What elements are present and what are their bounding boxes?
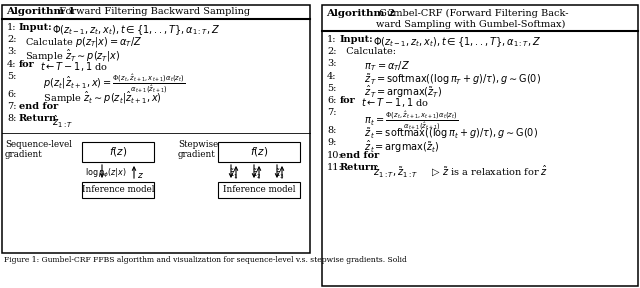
Text: 10:: 10: xyxy=(327,151,342,160)
Text: $f(z)$: $f(z)$ xyxy=(250,145,268,158)
Bar xyxy=(218,182,300,198)
Text: $\log p_\phi(z | x)$: $\log p_\phi(z | x)$ xyxy=(85,167,127,180)
Text: $\hat{z}_{1:T}, \tilde{z}_{1:T}$     $\triangleright$ $\tilde{z}$ is a relaxatio: $\hat{z}_{1:T}, \tilde{z}_{1:T}$ $\trian… xyxy=(367,163,548,179)
Text: $\tilde{z}_2$: $\tilde{z}_2$ xyxy=(252,168,261,181)
Bar xyxy=(218,142,300,162)
Text: Algorithm 2: Algorithm 2 xyxy=(326,9,396,18)
Text: Return: Return xyxy=(19,114,57,123)
Text: Return: Return xyxy=(340,163,378,172)
Bar xyxy=(322,5,638,286)
Text: Algorithm 1: Algorithm 1 xyxy=(6,7,76,16)
Text: ward Sampling with Gumbel-Softmax): ward Sampling with Gumbel-Softmax) xyxy=(376,19,565,29)
Text: $\tilde{z}_3$: $\tilde{z}_3$ xyxy=(275,168,284,181)
Text: $\hat{z}_{1:T}$: $\hat{z}_{1:T}$ xyxy=(46,114,74,130)
Text: Gumbel-CRF (Forward Filtering Back-: Gumbel-CRF (Forward Filtering Back- xyxy=(376,8,568,18)
Text: 4:: 4: xyxy=(327,72,337,81)
Bar xyxy=(2,5,310,253)
Text: end for: end for xyxy=(19,102,58,111)
Text: 5:: 5: xyxy=(327,84,337,93)
Text: 7:: 7: xyxy=(327,108,337,117)
Text: $f(z)$: $f(z)$ xyxy=(109,145,127,158)
Text: $t \leftarrow T-1, 1$ do: $t \leftarrow T-1, 1$ do xyxy=(355,96,429,109)
Text: 5:: 5: xyxy=(7,72,17,81)
Text: end for: end for xyxy=(340,151,380,160)
Text: $\Phi(z_{t-1}, z_t, x_t), t \in \{1,..,T\}, \alpha_{1:T}, Z$: $\Phi(z_{t-1}, z_t, x_t), t \in \{1,..,T… xyxy=(46,23,220,37)
Text: Figure 1: Gumbel-CRF FFBS algorithm and visualization for sequence-level v.s. st: Figure 1: Gumbel-CRF FFBS algorithm and … xyxy=(4,256,407,264)
Text: 7:: 7: xyxy=(7,102,17,111)
Text: $\pi_t = \frac{\Phi(z_t, \hat{z}_{t+1}, x_{t+1})\alpha_t(z_t)}{\alpha_{t+1}(\hat: $\pi_t = \frac{\Phi(z_t, \hat{z}_{t+1}, … xyxy=(340,108,458,132)
Text: $\hat{z}_T = \mathrm{argmax}(\tilde{z}_T)$: $\hat{z}_T = \mathrm{argmax}(\tilde{z}_T… xyxy=(340,84,442,100)
Text: Sequence-level
gradient: Sequence-level gradient xyxy=(5,140,72,159)
Text: 11:: 11: xyxy=(327,163,343,172)
Bar xyxy=(82,142,154,162)
Text: 8:: 8: xyxy=(7,114,17,123)
Text: 8:: 8: xyxy=(327,126,337,135)
Text: $\Phi(z_{t-1}, z_t, x_t), t \in \{1,..,T\}, \alpha_{1:T}, Z$: $\Phi(z_{t-1}, z_t, x_t), t \in \{1,..,T… xyxy=(367,35,541,49)
Text: $\tilde{z}_1$: $\tilde{z}_1$ xyxy=(229,168,238,181)
Text: 3:: 3: xyxy=(7,48,17,56)
Text: 9:: 9: xyxy=(327,139,337,147)
Text: for: for xyxy=(19,60,35,69)
Text: Sample $\hat{z}_t \sim p(z_t|\hat{z}_{t+1}, x)$: Sample $\hat{z}_t \sim p(z_t|\hat{z}_{t+… xyxy=(19,90,162,106)
Text: Calculate:: Calculate: xyxy=(340,47,396,56)
Text: $\hat{z}_t = \mathrm{argmax}(\tilde{z}_t)$: $\hat{z}_t = \mathrm{argmax}(\tilde{z}_t… xyxy=(340,139,439,155)
Text: Calculate $p(z_T|x) = \alpha_T/Z$: Calculate $p(z_T|x) = \alpha_T/Z$ xyxy=(19,35,143,49)
Text: Input:: Input: xyxy=(19,23,52,32)
Text: $\tilde{z}_T = \mathrm{softmax}((\log \pi_T + g)/\tau), g \sim \mathrm{G}(0)$: $\tilde{z}_T = \mathrm{softmax}((\log \p… xyxy=(340,72,541,87)
Text: Input:: Input: xyxy=(340,35,374,44)
Text: 4:: 4: xyxy=(7,60,17,69)
Text: Inference model: Inference model xyxy=(82,185,154,194)
Text: 2:: 2: xyxy=(327,47,337,56)
Text: Stepwise
gradient: Stepwise gradient xyxy=(178,140,218,159)
Bar xyxy=(82,182,154,198)
Text: $p(z_t|\hat{z}_{t+1}, x) = \frac{\Phi(z_t, \hat{z}_{t+1}, x_{t+1})\alpha_t(z_t)}: $p(z_t|\hat{z}_{t+1}, x) = \frac{\Phi(z_… xyxy=(19,72,185,96)
Text: $z$: $z$ xyxy=(137,171,144,180)
Text: $\pi_T = \alpha_T/Z$: $\pi_T = \alpha_T/Z$ xyxy=(340,59,410,73)
Text: 6:: 6: xyxy=(7,90,17,99)
Text: $\tilde{z}_t = \mathrm{softmax}((\log \pi_t + g)/\tau), g \sim \mathrm{G}(0)$: $\tilde{z}_t = \mathrm{softmax}((\log \p… xyxy=(340,126,538,141)
Text: Inference model: Inference model xyxy=(223,185,295,194)
Text: 1:: 1: xyxy=(327,35,337,44)
Text: Sample $\hat{z}_T \sim p(z_T|x)$: Sample $\hat{z}_T \sim p(z_T|x)$ xyxy=(19,48,120,64)
Text: $t \leftarrow T-1, 1$ do: $t \leftarrow T-1, 1$ do xyxy=(34,60,108,73)
Text: for: for xyxy=(340,96,356,105)
Text: Forward Filtering Backward Sampling: Forward Filtering Backward Sampling xyxy=(56,7,250,16)
Text: 1:: 1: xyxy=(7,23,17,32)
Text: 3:: 3: xyxy=(327,59,337,68)
Text: 2:: 2: xyxy=(7,35,17,44)
Text: 6:: 6: xyxy=(327,96,337,105)
